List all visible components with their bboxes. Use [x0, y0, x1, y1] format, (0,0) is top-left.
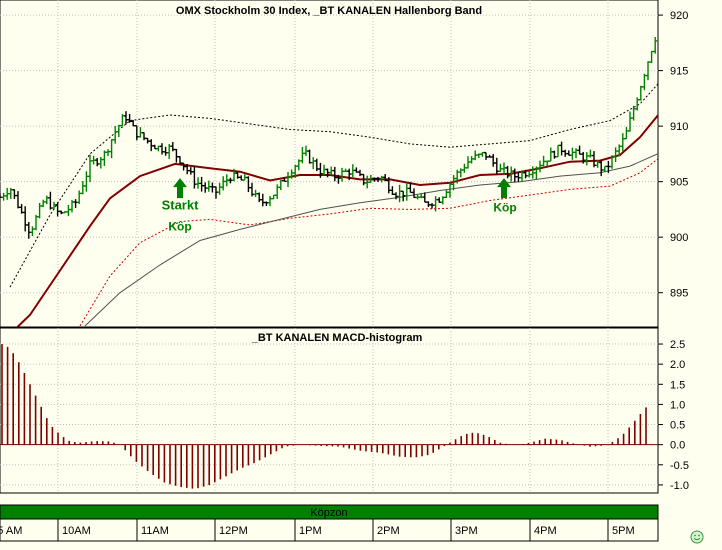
price-vertical-gridlines [57, 0, 609, 327]
macd-y-tick-label: 1.0 [670, 399, 685, 411]
price-panel [0, 0, 659, 328]
macd-y-tick-label: 0.5 [670, 420, 685, 432]
slow-average-line [84, 153, 658, 327]
price-y-tick-label: 900 [670, 232, 688, 244]
time-axis-label: 9:05 AM [0, 525, 22, 537]
time-axis-label: 5PM [612, 525, 635, 537]
lower-band-line [79, 158, 658, 327]
macd-panel [0, 327, 659, 494]
price-y-axis-labels: 895 900 905 910 915 920 [658, 10, 688, 300]
macd-y-tick-label: 2.0 [670, 359, 685, 371]
price-chart-title: OMX Stockholm 30 Index, _BT KANALEN Hall… [176, 5, 482, 17]
annotation-label: Starkt [162, 197, 200, 212]
time-axis-label: 12PM [219, 525, 248, 537]
time-axis-label: 10AM [62, 525, 91, 537]
time-axis-label: 11AM [141, 525, 169, 537]
price-y-tick-label: 905 [670, 177, 688, 189]
hallenborg-bands [9, 83, 658, 327]
time-axis-label: 3PM [455, 525, 478, 537]
macd-histogram-bars [0, 344, 658, 489]
kopzon-label: Köpzon [310, 507, 347, 519]
time-axis-label: 4PM [534, 525, 557, 537]
time-axis: 9:05 AM 10AM 11AM 12PM 1PM 2PM 3PM 4PM 5PM [0, 519, 635, 541]
smiley-icon [690, 530, 704, 544]
upper-band-line [9, 83, 658, 288]
price-y-tick-label: 910 [670, 121, 688, 133]
annotation-label: Köp [168, 220, 191, 234]
chart-annotations: Starkt Köp Köp [162, 197, 517, 233]
price-y-tick-label: 920 [670, 10, 688, 22]
macd-y-axis-labels: 2.5 2.0 1.5 1.0 0.5 0.0 -0.5 -1.0 [658, 339, 689, 492]
buy-arrow-icon [173, 178, 187, 199]
x-axis-strip [0, 518, 659, 542]
macd-chart-title: _BT KANALEN MACD-histogram [251, 332, 423, 344]
macd-y-tick-label: 1.5 [670, 379, 685, 391]
macd-vertical-gridlines [57, 328, 609, 493]
macd-y-tick-label: 2.5 [670, 339, 685, 351]
macd-y-tick-label: 0.0 [670, 440, 685, 452]
moving-average-line [15, 113, 658, 327]
price-y-tick-label: 895 [670, 288, 688, 300]
buy-arrows [173, 178, 511, 199]
price-y-tick-label: 915 [670, 66, 688, 78]
time-axis-label: 2PM [377, 525, 400, 537]
macd-y-tick-label: -0.5 [670, 460, 689, 472]
buy-arrow-icon [497, 178, 511, 199]
annotation-label: Köp [493, 201, 516, 215]
macd-y-tick-label: -1.0 [670, 480, 689, 492]
time-axis-label: 1PM [299, 525, 322, 537]
price-bars [0, 36, 658, 239]
